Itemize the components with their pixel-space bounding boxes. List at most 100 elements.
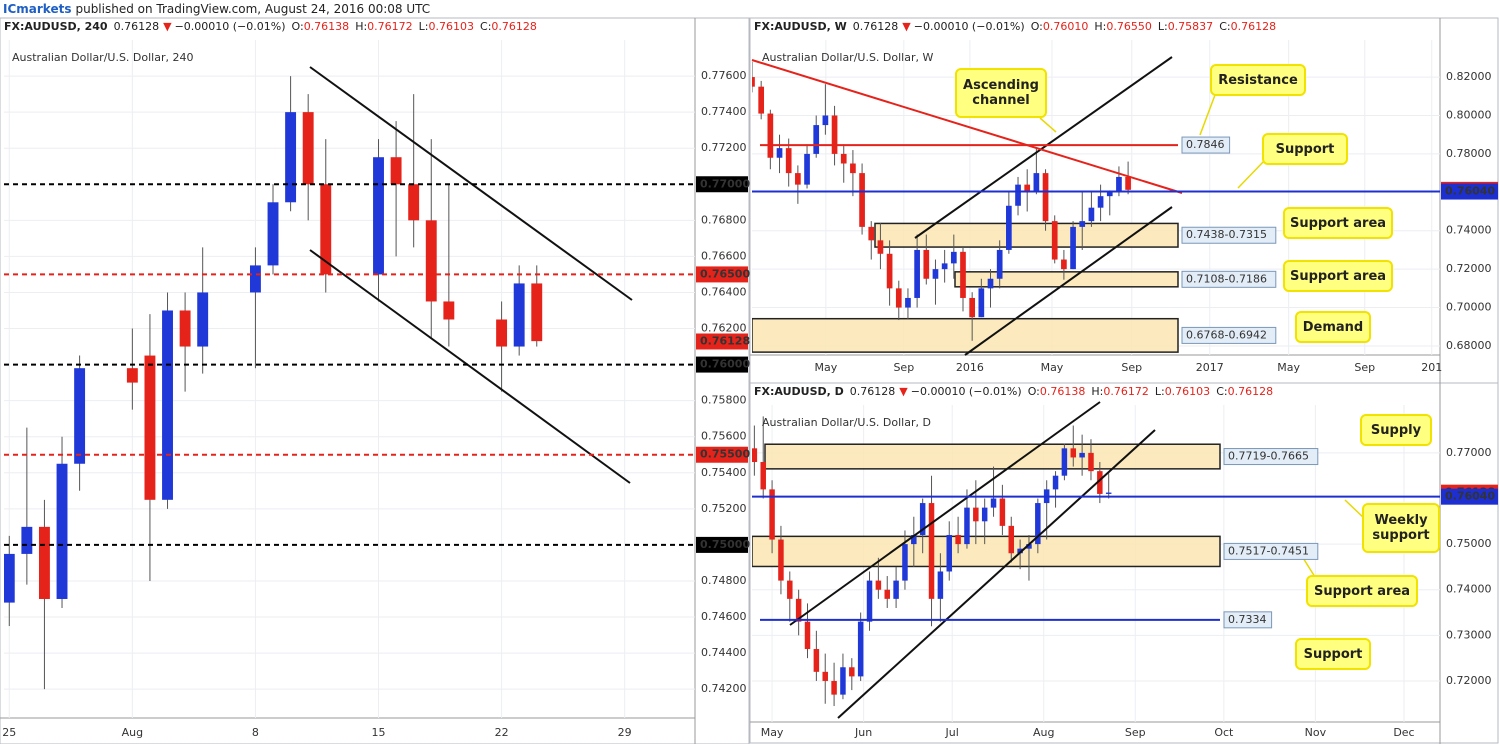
candle-body bbox=[1088, 207, 1095, 222]
x-tick-label: 8 bbox=[252, 726, 259, 739]
candle-body bbox=[267, 202, 279, 266]
ohlc-value: 0.76550 bbox=[1106, 20, 1152, 33]
change-arrow: ▼ bbox=[902, 20, 911, 33]
zone-label: 0.7108-0.7186 bbox=[1186, 272, 1267, 285]
y-tick-label: 0.70000 bbox=[1446, 301, 1492, 314]
callout: Support bbox=[1262, 133, 1348, 165]
candle-body bbox=[752, 77, 755, 87]
symbol: FX:AUDUSD, W bbox=[754, 20, 847, 33]
y-tick-label: 0.77600 bbox=[701, 69, 747, 82]
candle-body bbox=[1015, 184, 1021, 206]
x-tick-label: Jul bbox=[945, 726, 959, 739]
price-label-box bbox=[696, 446, 748, 463]
candle-body bbox=[769, 489, 775, 540]
change-arrow: ▼ bbox=[899, 385, 908, 398]
price-label-box bbox=[696, 176, 748, 193]
price-label: 0.76040 bbox=[1445, 185, 1495, 198]
x-tick-label: Sep bbox=[1125, 726, 1146, 739]
candle-body bbox=[1017, 548, 1023, 554]
candle-body bbox=[868, 226, 875, 241]
price-label: 0.77000 bbox=[700, 177, 750, 190]
candle-body bbox=[1052, 475, 1059, 490]
zone bbox=[752, 535, 1221, 568]
candle-body bbox=[390, 157, 402, 185]
candle-body bbox=[179, 310, 191, 347]
candle-body bbox=[1097, 196, 1104, 208]
zone bbox=[752, 317, 1179, 353]
candle-body bbox=[822, 671, 828, 681]
ohlc-value: 0.76172 bbox=[1103, 385, 1149, 398]
panel-title: Australian Dollar/U.S. Dollar, D bbox=[762, 416, 931, 429]
x-tick-label: May bbox=[1277, 361, 1300, 374]
x-tick-label: 201 bbox=[1421, 361, 1442, 374]
x-tick-label: Aug bbox=[1033, 726, 1054, 739]
panel-header: FX:AUDUSD, D 0.76128 ▼ −0.00010 (−0.01%) O:0… bbox=[754, 385, 1273, 398]
candle-body bbox=[4, 553, 15, 603]
candle-body bbox=[1033, 173, 1040, 193]
candle-body bbox=[1042, 173, 1049, 222]
candle-body bbox=[302, 112, 314, 185]
x-tick-label: Sep bbox=[1121, 361, 1142, 374]
y-tick-label: 0.75800 bbox=[701, 394, 747, 407]
ohlc-value: 0.76103 bbox=[429, 20, 475, 33]
x-tick-label: Nov bbox=[1305, 726, 1327, 739]
candle-body bbox=[126, 368, 138, 383]
candle-body bbox=[928, 503, 935, 599]
callout: Support area bbox=[1306, 575, 1418, 607]
candle-body bbox=[1116, 176, 1122, 193]
candle-body bbox=[978, 288, 985, 318]
candle-body bbox=[795, 173, 801, 185]
ohlc-key: C: bbox=[480, 20, 491, 33]
candle-body bbox=[1097, 471, 1103, 494]
candle-body bbox=[1061, 259, 1067, 270]
candle-body bbox=[831, 115, 838, 154]
candle-body bbox=[1026, 544, 1032, 549]
zone bbox=[874, 222, 1179, 248]
candle-body bbox=[496, 319, 508, 347]
candle-body bbox=[1035, 503, 1041, 545]
candle-body bbox=[850, 163, 856, 174]
y-tick-label: 0.76600 bbox=[701, 249, 747, 262]
candle-body bbox=[162, 310, 173, 500]
price-label: 0.75000 bbox=[700, 538, 750, 551]
banner: ICmarkets published on TradingView.com, A… bbox=[3, 2, 430, 16]
candle-body bbox=[886, 253, 893, 289]
x-tick-label: May bbox=[814, 361, 837, 374]
candle-body bbox=[1125, 176, 1131, 190]
candle-body bbox=[752, 448, 758, 463]
price-label-box bbox=[1441, 183, 1498, 200]
candle-body bbox=[849, 667, 855, 677]
x-tick-label: Aug bbox=[122, 726, 143, 739]
channel-line bbox=[964, 206, 1173, 356]
change: −0.00010 (−0.01%) bbox=[175, 20, 286, 33]
ohlc-value: 0.76010 bbox=[1043, 20, 1089, 33]
callout: Ascending channel bbox=[955, 68, 1047, 118]
y-tick-label: 0.82000 bbox=[1446, 70, 1492, 83]
y-tick-label: 0.77400 bbox=[701, 105, 747, 118]
x-tick-label: 22 bbox=[495, 726, 509, 739]
y-tick-label: 0.76400 bbox=[701, 285, 747, 298]
x-tick-label: Dec bbox=[1393, 726, 1414, 739]
x-tick-label: May bbox=[761, 726, 784, 739]
candle-body bbox=[776, 148, 783, 158]
ohlc-key: O: bbox=[1031, 20, 1043, 33]
zone-label-box bbox=[1181, 326, 1277, 344]
callout-tail bbox=[1039, 117, 1057, 133]
zone-label-box bbox=[1181, 270, 1277, 288]
level-label: 0.7334 bbox=[1228, 613, 1267, 626]
change: −0.00010 (−0.01%) bbox=[914, 20, 1025, 33]
y-tick-label: 0.68000 bbox=[1446, 339, 1492, 352]
candle-body bbox=[919, 503, 926, 535]
symbol: FX:AUDUSD, 240 bbox=[4, 20, 108, 33]
y-tick-label: 0.76800 bbox=[701, 213, 747, 226]
candle-body bbox=[787, 580, 793, 599]
candle-body bbox=[866, 580, 873, 622]
candle-body bbox=[813, 125, 820, 154]
candle-body bbox=[981, 507, 988, 522]
y-tick-label: 0.77000 bbox=[1446, 446, 1492, 459]
ohlc-value: 0.76128 bbox=[1231, 20, 1277, 33]
zone-label: 0.7438-0.7315 bbox=[1186, 228, 1267, 241]
candle-body bbox=[1088, 452, 1094, 472]
zone-label-box bbox=[1223, 542, 1319, 560]
candle-body bbox=[804, 621, 811, 650]
